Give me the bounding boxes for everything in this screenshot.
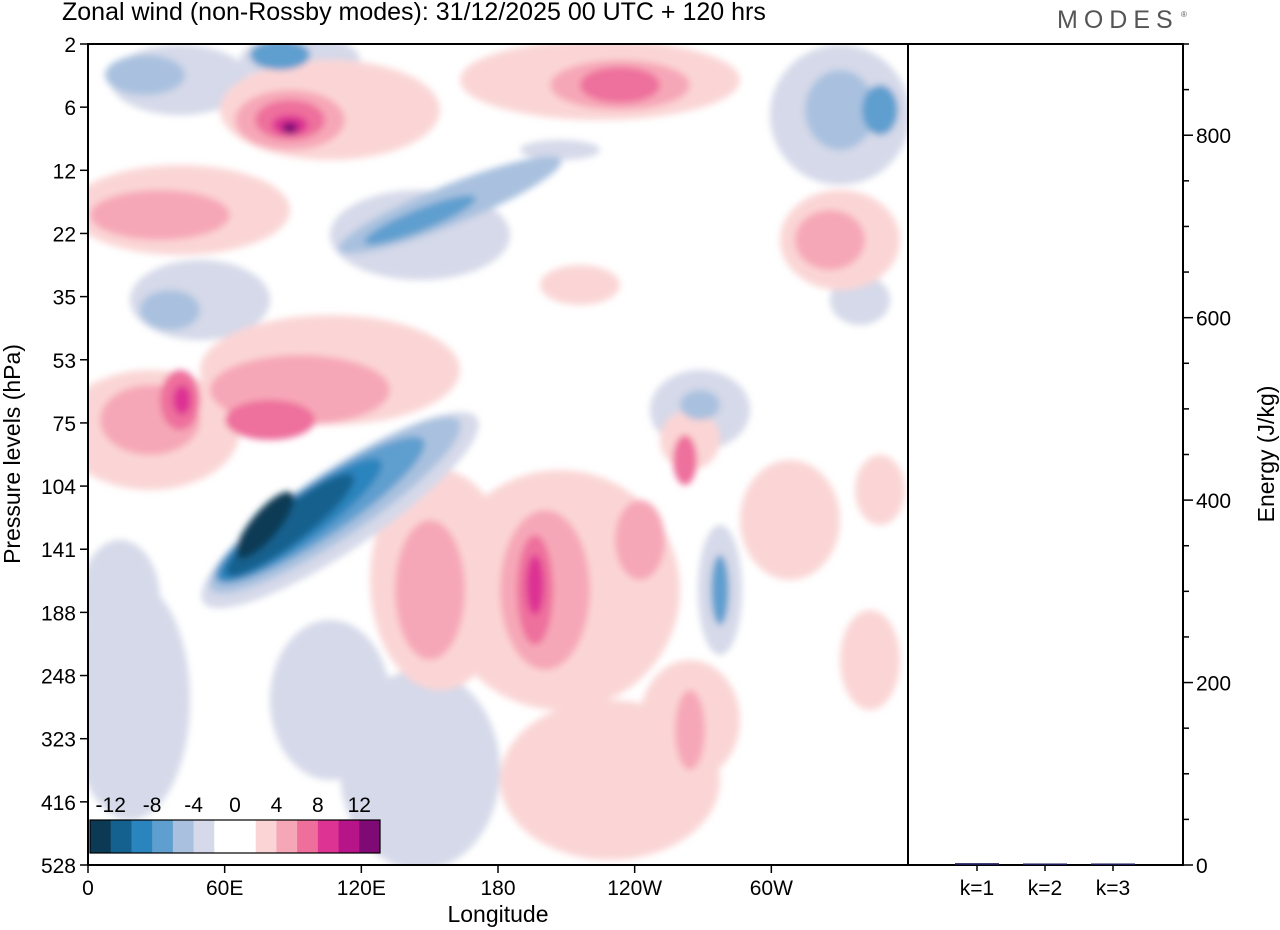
energy-tick-label: 800 — [1196, 125, 1231, 148]
colorbar-label: -12 — [96, 794, 126, 817]
weak-negative-region — [88, 540, 160, 660]
colorbar-swatch — [297, 820, 319, 853]
negative-spot — [250, 44, 310, 70]
moderate-positive-region — [90, 190, 230, 240]
moderate-positive-region — [795, 210, 865, 270]
very-strong-positive-region — [173, 385, 191, 415]
energy-tick-label: 400 — [1196, 490, 1231, 513]
y-tick-label: 22 — [53, 223, 76, 246]
y-tick-label: 188 — [41, 602, 76, 625]
colorbar: -12 -8 -4 0 4 8 12 — [89, 794, 381, 854]
weak-positive-region — [855, 455, 905, 525]
x-tick-label: 120E — [337, 877, 386, 900]
colorbar-swatch — [193, 820, 215, 853]
colorbar-label: -8 — [143, 794, 162, 817]
energy-bar — [955, 863, 999, 865]
energy-category-label: k=2 — [1028, 877, 1062, 900]
modes-logo: MODES — [1057, 6, 1179, 34]
weak-positive-region — [540, 265, 620, 305]
energy-axis-title: Energy (J/kg) — [1253, 386, 1279, 523]
y-tick-label: 528 — [41, 855, 76, 878]
y-tick-label: 141 — [41, 539, 76, 562]
y-tick-label: 75 — [53, 413, 76, 436]
energy-tick-label: 600 — [1196, 308, 1231, 331]
negative-spot — [711, 555, 729, 625]
colorbar-swatch — [276, 820, 298, 853]
colorbar-swatch — [110, 820, 132, 853]
y-tick-label: 12 — [53, 160, 76, 183]
x-tick-label: 0 — [82, 877, 94, 900]
colorbar-label: 4 — [271, 794, 283, 817]
x-tick-label: 60E — [206, 877, 243, 900]
energy-bar — [1023, 863, 1067, 865]
weak-negative-region — [270, 620, 390, 780]
colorbar-swatch — [152, 820, 174, 853]
x-tick-label: 180 — [480, 877, 515, 900]
energy-tick-label: 200 — [1196, 673, 1231, 696]
y-tick-label: 323 — [41, 729, 76, 752]
moderate-positive-region — [675, 690, 705, 770]
colorbar-label: 0 — [229, 794, 241, 817]
colorbar-swatch — [255, 820, 277, 853]
y-tick-label: 35 — [53, 287, 76, 310]
energy-axis: 0 200 400 600 800 — [1183, 43, 1231, 878]
zonal-wind-field — [88, 44, 908, 865]
strong-positive-region — [225, 400, 315, 440]
negative-spot — [140, 290, 200, 330]
moderate-positive-region — [395, 520, 465, 660]
weak-positive-region — [740, 460, 840, 580]
colorbar-label: -4 — [184, 794, 203, 817]
weak-positive-region — [840, 610, 900, 710]
registered-mark: ® — [1181, 10, 1187, 19]
moderate-positive-region — [615, 500, 665, 580]
colorbar-label: 12 — [348, 794, 371, 817]
y-tick-label: 2 — [64, 34, 76, 57]
longitude-axis: 0 60E 120E 180 120W 60W — [82, 865, 793, 900]
energy-bar — [1091, 863, 1135, 865]
y-axis-title: Pressure levels (hPa) — [0, 344, 25, 564]
colorbar-swatch — [359, 820, 381, 853]
y-tick-label: 416 — [41, 792, 76, 815]
extreme-positive-core — [282, 122, 298, 134]
colorbar-swatch — [90, 820, 112, 853]
negative-jet-core — [235, 491, 295, 559]
very-strong-positive-region — [526, 555, 544, 615]
x-tick-label: 60W — [750, 877, 793, 900]
negative-spot — [105, 55, 185, 95]
colorbar-swatch — [131, 820, 153, 853]
energy-tick-label: 0 — [1196, 855, 1208, 878]
energy-panel-frame — [907, 43, 1184, 866]
negative-spot — [805, 70, 875, 150]
negative-spot — [680, 390, 720, 420]
energy-category-label: k=3 — [1096, 877, 1130, 900]
colorbar-swatch — [172, 820, 195, 853]
weak-negative-region — [520, 140, 600, 160]
y-tick-label: 6 — [64, 97, 76, 120]
colorbar-label: 8 — [312, 794, 324, 817]
colorbar-swatch — [235, 820, 257, 853]
chart-title: Zonal wind (non-Rossby modes): 31/12/202… — [62, 0, 766, 26]
upper-negative-band — [364, 195, 476, 245]
strong-positive-region — [580, 67, 660, 103]
energy-bars: k=1 k=2 k=3 — [955, 863, 1135, 900]
pressure-axis: 2 6 12 22 35 53 75 104 141 188 248 323 416 528 — [41, 34, 88, 878]
y-tick-label: 53 — [53, 350, 76, 373]
colorbar-swatch — [317, 820, 340, 853]
x-axis-title: Longitude — [447, 901, 548, 927]
colorbar-swatch — [214, 820, 236, 853]
strong-positive-region — [673, 435, 697, 485]
negative-spot — [862, 85, 898, 135]
energy-category-label: k=1 — [960, 877, 994, 900]
colorbar-frame — [89, 819, 381, 854]
x-tick-label: 120W — [607, 877, 662, 900]
colorbar-swatch — [338, 820, 360, 853]
y-tick-label: 248 — [41, 666, 76, 689]
y-tick-label: 104 — [41, 476, 76, 499]
